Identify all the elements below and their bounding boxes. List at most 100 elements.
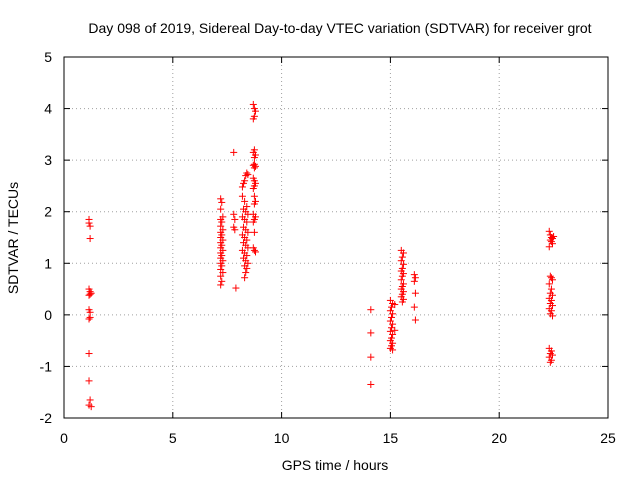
data-point <box>411 274 419 282</box>
data-point <box>218 262 226 270</box>
x-tick-label: 10 <box>274 430 290 446</box>
data-point <box>411 316 419 324</box>
data-point <box>87 403 95 411</box>
data-point <box>250 246 258 254</box>
data-point <box>549 312 557 320</box>
x-tick-label: 20 <box>491 430 507 446</box>
data-point <box>85 291 93 299</box>
data-point <box>218 198 226 206</box>
data-point <box>545 227 553 235</box>
data-point <box>546 272 554 280</box>
data-point <box>410 271 418 279</box>
plot-frame <box>63 56 609 419</box>
data-point <box>217 272 225 280</box>
data-point <box>398 298 406 306</box>
data-point <box>217 222 225 230</box>
data-point <box>85 350 93 358</box>
data-point <box>397 276 405 284</box>
data-point <box>86 396 94 404</box>
data-point <box>547 285 555 293</box>
data-point <box>250 154 258 162</box>
y-tick-label: 2 <box>44 204 52 220</box>
data-point <box>249 185 257 193</box>
data-point <box>545 243 553 251</box>
data-point <box>249 100 257 108</box>
data-point <box>241 197 249 205</box>
chart-title: Day 098 of 2019, Sidereal Day-to-day VTE… <box>88 20 591 36</box>
data-point <box>85 377 93 385</box>
data-point <box>244 171 252 179</box>
y-tick-label: 3 <box>44 152 52 168</box>
data-point <box>546 358 554 366</box>
data-point <box>251 248 259 256</box>
data-point <box>391 326 399 334</box>
data-point <box>251 162 259 170</box>
data-point <box>85 219 93 227</box>
data-point <box>231 215 239 223</box>
data-point <box>550 232 558 240</box>
data-point <box>367 329 375 337</box>
data-point <box>389 330 397 338</box>
data-point <box>250 192 258 200</box>
data-point <box>241 274 249 282</box>
data-point <box>243 218 251 226</box>
y-tick-label: 5 <box>44 49 52 65</box>
data-point <box>547 296 555 304</box>
y-tick-label: 1 <box>44 255 52 271</box>
data-point <box>243 169 251 177</box>
x-tick-label: 0 <box>60 430 68 446</box>
y-tick-label: 0 <box>44 307 52 323</box>
data-point <box>86 235 94 243</box>
data-points <box>85 100 558 411</box>
data-point <box>238 183 246 191</box>
data-point <box>241 177 249 185</box>
data-point <box>231 226 239 234</box>
x-tick-label: 5 <box>169 430 177 446</box>
data-point <box>230 148 238 156</box>
data-point <box>367 306 375 314</box>
y-tick-label: 4 <box>44 101 52 117</box>
data-point <box>86 290 94 298</box>
data-point <box>389 346 397 354</box>
data-point <box>250 164 258 172</box>
data-point <box>238 192 246 200</box>
data-point <box>399 260 407 268</box>
data-point <box>86 313 94 321</box>
data-point <box>398 253 406 261</box>
data-point <box>398 272 406 280</box>
data-point <box>391 301 399 309</box>
data-point <box>217 205 225 213</box>
data-point <box>545 280 553 288</box>
data-point <box>547 307 555 315</box>
data-point <box>546 236 554 244</box>
data-point <box>367 380 375 388</box>
data-point <box>85 315 93 323</box>
data-point <box>219 269 227 277</box>
data-point <box>243 264 251 272</box>
data-point <box>218 218 226 226</box>
data-point <box>549 302 557 310</box>
x-tick-label: 25 <box>600 430 616 446</box>
data-point <box>242 269 250 277</box>
data-point <box>389 310 397 318</box>
y-axis-label: SDTVAR / TECUs <box>5 182 21 294</box>
data-point <box>410 303 418 311</box>
x-tick-label: 15 <box>383 430 399 446</box>
data-point <box>549 240 557 248</box>
data-point <box>250 228 258 236</box>
data-point <box>249 115 257 123</box>
data-point <box>217 195 225 203</box>
data-point <box>549 276 557 284</box>
data-point <box>411 289 419 297</box>
data-point <box>387 313 395 321</box>
y-tick-label: -2 <box>40 410 53 426</box>
y-axis-ticks: -2 -1 0 1 2 3 4 5 <box>40 49 608 426</box>
data-point <box>397 257 405 265</box>
data-point <box>86 222 94 230</box>
data-point <box>230 210 238 218</box>
data-point <box>232 284 240 292</box>
data-point <box>389 320 397 328</box>
data-point <box>251 107 259 115</box>
data-point <box>367 353 375 361</box>
